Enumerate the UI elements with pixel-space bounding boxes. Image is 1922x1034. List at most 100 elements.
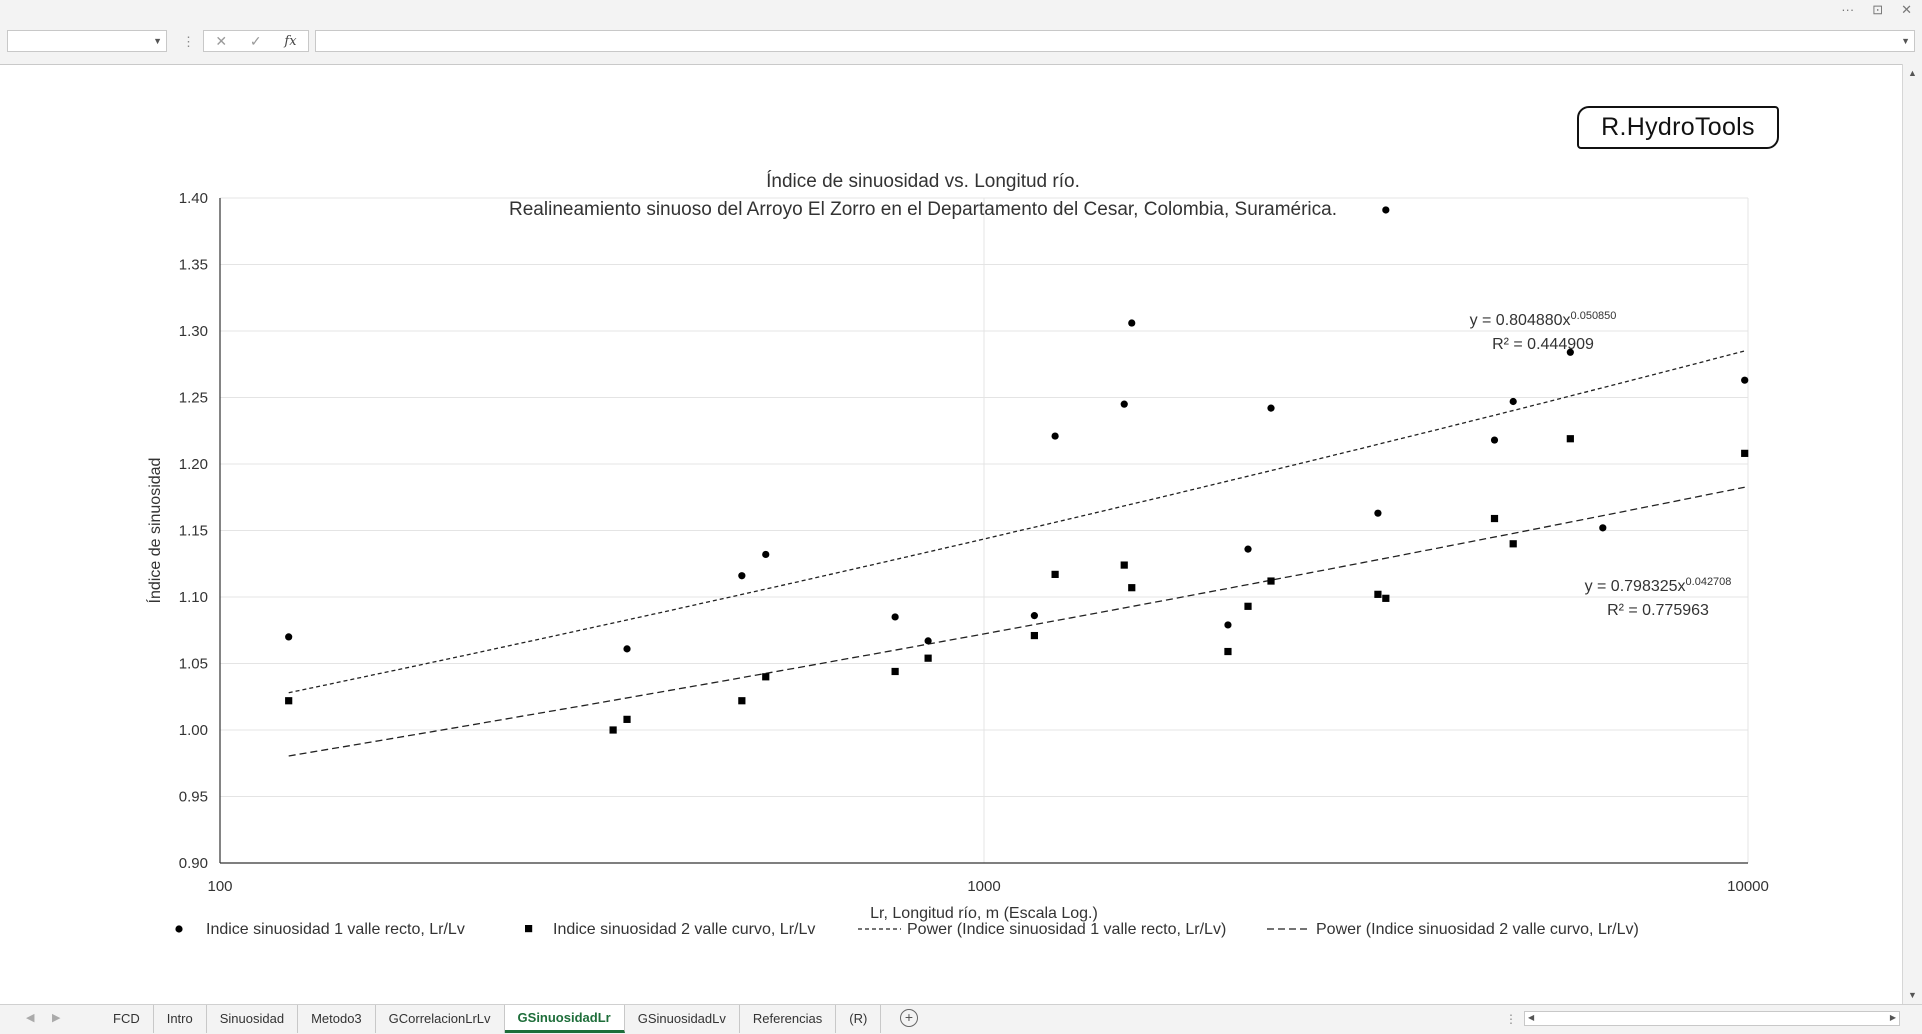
worksheet[interactable]: 0.90 0.95 1.00 1.05 1.10 1.15 1.20 1.25 1.30 1.35… — [0, 64, 1902, 1005]
data-point-square[interactable] — [1382, 594, 1390, 602]
insert-function-icon[interactable]: fx — [284, 33, 297, 49]
data-point-square[interactable] — [609, 726, 617, 734]
x-axis-label: Lr, Longitud río, m (Escala Log.) — [870, 905, 1098, 922]
data-point-circle[interactable] — [623, 645, 631, 653]
equation-text: y = 0.804880x — [1470, 312, 1571, 329]
cancel-icon[interactable]: ✕ — [215, 32, 228, 49]
data-point-square[interactable] — [285, 697, 293, 705]
data-point-circle[interactable] — [1566, 348, 1574, 356]
y-tick-label: 0.90 — [179, 855, 208, 872]
sheet-tab-metodo3[interactable]: Metodo3 — [298, 1005, 376, 1033]
data-point-square[interactable] — [1267, 577, 1275, 585]
sheet-tab-bar: ◀ ▶ FCD Intro Sinuosidad Metodo3 GCorrelacio… — [0, 1004, 1922, 1034]
data-point-circle[interactable] — [1120, 400, 1128, 408]
data-point-circle[interactable] — [1051, 432, 1059, 440]
data-point-square[interactable] — [1051, 570, 1059, 578]
data-point-square[interactable] — [738, 697, 746, 705]
data-point-square[interactable] — [1490, 514, 1499, 523]
next-sheet-icon[interactable]: ▶ — [52, 1012, 61, 1024]
data-point-square[interactable] — [1374, 590, 1382, 598]
data-point-square[interactable] — [1120, 561, 1128, 569]
data-point-circle[interactable] — [1128, 319, 1136, 327]
sheet-tab-gsinuosidadlr[interactable]: GSinuosidadLr — [504, 1005, 625, 1033]
logo-text: R.HydroTools — [1601, 113, 1755, 141]
horizontal-scrollbar[interactable]: ◀ ▶ — [1524, 1011, 1900, 1026]
sheet-tab-fcd[interactable]: FCD — [100, 1005, 154, 1033]
data-point-circle[interactable] — [891, 613, 899, 621]
sheet-tab-gcorrelacionlrlv[interactable]: GCorrelacionLrLv — [376, 1005, 505, 1033]
data-point-circle[interactable] — [1224, 621, 1232, 629]
title-strip: ··· ⊡ ✕ — [0, 0, 1922, 24]
scroll-down-icon[interactable]: ▼ — [1908, 990, 1917, 1000]
x-tick-label: 100 — [207, 878, 232, 895]
chart-area[interactable]: 0.90 0.95 1.00 1.05 1.10 1.15 1.20 1.25 1.30 1.35… — [108, 99, 1790, 971]
data-point-square[interactable] — [1224, 647, 1232, 656]
sheet-tab-r[interactable]: (R) — [836, 1005, 882, 1033]
chart-title: Índice de sinuosidad vs. Longitud río. — [766, 171, 1080, 192]
add-sheet-icon[interactable]: + — [900, 1009, 918, 1027]
legend-entry: Power (Indice sinuosidad 2 valle curvo, … — [1316, 921, 1639, 938]
formula-bar-separator-icon: ⋮ — [182, 34, 195, 49]
y-tick-label: 0.95 — [179, 789, 208, 806]
formula-buttons: ✕ ✓ fx — [203, 30, 309, 52]
data-point-circle[interactable] — [1741, 376, 1749, 384]
scroll-right-icon[interactable]: ▶ — [1889, 1013, 1896, 1022]
trendline-1 — [288, 350, 1745, 694]
data-point-circle[interactable] — [762, 550, 770, 559]
data-point-square[interactable] — [1128, 584, 1136, 592]
data-point-square[interactable] — [924, 654, 932, 662]
formula-bar: ▼ ⋮ ✕ ✓ fx ▼ — [0, 26, 1922, 60]
data-point-square[interactable] — [1030, 631, 1038, 640]
scroll-left-icon[interactable]: ◀ — [1528, 1013, 1535, 1022]
split-handle-icon[interactable]: ⋮ — [1505, 1012, 1517, 1026]
data-point-circle[interactable] — [1030, 612, 1038, 620]
data-point-circle[interactable] — [285, 633, 293, 641]
data-point-circle[interactable] — [1244, 545, 1252, 553]
chevron-down-icon[interactable]: ▼ — [153, 36, 162, 46]
data-point-square[interactable] — [1509, 540, 1517, 548]
expand-formula-icon[interactable]: ▼ — [1901, 36, 1910, 46]
data-point-square[interactable] — [1741, 449, 1749, 457]
sheet-tab-sinuosidad[interactable]: Sinuosidad — [207, 1005, 299, 1033]
data-point-circle[interactable] — [924, 637, 932, 645]
close-icon[interactable]: ✕ — [1901, 2, 1912, 17]
data-point-square[interactable] — [891, 667, 899, 676]
prev-sheet-icon[interactable]: ◀ — [26, 1012, 35, 1024]
y-tick-label: 1.25 — [179, 390, 208, 407]
chart-subtitle: Realineamiento sinuoso del Arroyo El Zor… — [509, 199, 1337, 220]
data-point-circle[interactable] — [1267, 404, 1275, 412]
restore-icon[interactable]: ⊡ — [1872, 2, 1884, 17]
data-point-square[interactable] — [623, 715, 631, 723]
trendline-r2: R² = 0.444909 — [1492, 336, 1594, 353]
scroll-up-icon[interactable]: ▲ — [1908, 68, 1917, 78]
data-point-square[interactable] — [762, 673, 770, 681]
more-options-icon[interactable]: ··· — [1841, 2, 1855, 17]
data-point-circle[interactable] — [738, 572, 746, 580]
sheet-tab-gsinuosidadlv[interactable]: GSinuosidadLv — [625, 1005, 740, 1033]
y-tick-label: 1.40 — [179, 190, 208, 207]
data-point-square[interactable] — [1244, 602, 1252, 610]
legend-marker-circle — [175, 925, 183, 933]
sheet-tabs: FCD Intro Sinuosidad Metodo3 GCorrelacionLrL… — [100, 1005, 882, 1033]
sheet-tab-intro[interactable]: Intro — [154, 1005, 207, 1033]
data-point-circle[interactable] — [1509, 397, 1517, 406]
y-tick-label: 1.15 — [179, 523, 208, 540]
vertical-scrollbar[interactable]: ▲ ▼ — [1902, 64, 1922, 1004]
formula-input[interactable]: ▼ — [315, 30, 1915, 52]
enter-icon[interactable]: ✓ — [249, 32, 262, 49]
data-point-circle[interactable] — [1374, 509, 1382, 517]
logo: R.HydroTools — [1577, 106, 1779, 149]
data-point-circle[interactable] — [1382, 206, 1390, 214]
y-tick-label: 1.35 — [179, 257, 208, 274]
data-point-circle[interactable] — [1490, 436, 1499, 444]
legend-entry: Power (Indice sinuosidad 1 valle recto, … — [907, 921, 1226, 938]
sheet-tab-referencias[interactable]: Referencias — [740, 1005, 837, 1033]
legend-marker-square — [525, 925, 533, 933]
data-point-circle[interactable] — [1599, 524, 1607, 532]
window-controls: ··· ⊡ ✕ — [1841, 2, 1912, 18]
x-tick-label: 10000 — [1727, 878, 1769, 895]
name-box[interactable]: ▼ — [7, 30, 167, 52]
trendline-2 — [288, 486, 1745, 757]
data-point-square[interactable] — [1566, 435, 1574, 443]
equation-text: y = 0.798325x — [1585, 578, 1686, 595]
